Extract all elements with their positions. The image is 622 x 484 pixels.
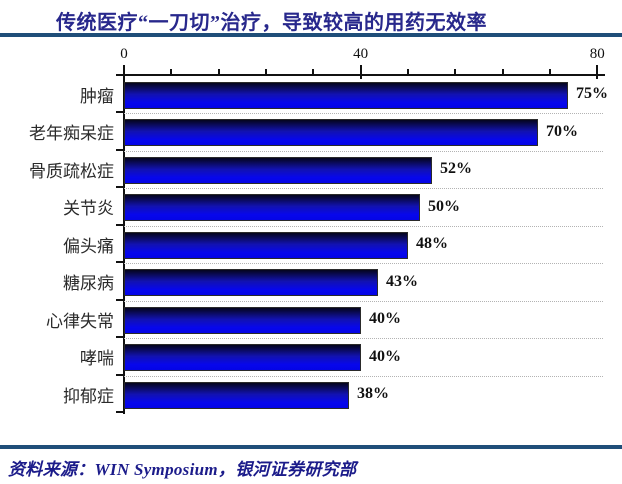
category-gridline [124,338,603,339]
x-axis-minor-tick [170,69,173,75]
bar [124,81,568,109]
y-axis-category-tick [116,336,125,338]
value-label: 40% [369,310,401,328]
category-label: 糖尿病 [63,274,114,294]
value-label: 50% [428,197,460,215]
x-axis-major-tick [596,65,599,79]
x-axis-tick-label: 40 [353,46,369,62]
bar [124,344,361,371]
source-note: 资料来源：WIN Symposium，银河证券研究部 [8,460,357,479]
category-label: 抑郁症 [63,386,114,406]
bar [124,194,420,221]
x-axis-minor-tick [406,69,409,75]
y-axis-category-tick [116,373,125,376]
x-axis-minor-tick [217,69,220,75]
category-gridline [124,150,603,152]
bar [124,381,349,409]
x-axis-tick-label: 0 [120,46,128,62]
x-axis-tick-label: 80 [589,46,605,62]
x-axis-minor-tick [548,69,551,75]
value-label: 43% [386,272,418,290]
category-gridline [124,263,603,264]
category-gridline [124,225,603,227]
category-label: 哮喘 [80,349,114,369]
bar [124,156,432,184]
y-axis-category-tick [116,411,125,413]
y-axis-category-tick [116,148,125,151]
bar [124,119,538,146]
category-label: 骨质疏松症 [29,161,114,181]
value-label: 40% [369,347,401,365]
category-label: 肿瘤 [80,86,114,106]
y-axis-category-tick [116,186,125,188]
y-axis-category-tick [116,223,125,226]
value-label: 75% [576,85,608,103]
x-axis-minor-tick [312,69,315,75]
bar [124,231,408,259]
value-label: 70% [546,122,578,140]
value-label: 38% [357,385,389,403]
y-axis-category-tick [116,111,125,113]
x-axis-minor-tick [454,69,457,75]
category-label: 老年痴呆症 [29,124,114,144]
category-gridline [124,188,603,189]
category-gridline [124,375,603,377]
x-axis-minor-tick [264,69,267,75]
chart-title: 传统医疗“一刀切”治疗，导致较高的用药无效率 [56,12,487,34]
category-gridline [124,113,603,114]
x-axis-line [119,74,605,76]
category-label: 心律失常 [46,311,114,331]
value-label: 48% [416,235,448,253]
x-axis-major-tick [123,65,125,79]
y-axis-category-tick [116,73,125,76]
top-divider-rule [0,33,622,37]
bar [124,269,378,296]
x-axis-minor-tick [501,69,504,75]
y-axis-category-tick [116,261,125,263]
y-axis-category-tick [116,298,125,301]
bottom-divider-rule [0,445,622,449]
value-label: 52% [440,160,472,178]
x-axis-major-tick [359,65,362,79]
category-label: 偏头痛 [63,236,114,256]
bar [124,306,361,334]
category-label: 关节炎 [63,199,114,219]
category-gridline [124,300,603,302]
